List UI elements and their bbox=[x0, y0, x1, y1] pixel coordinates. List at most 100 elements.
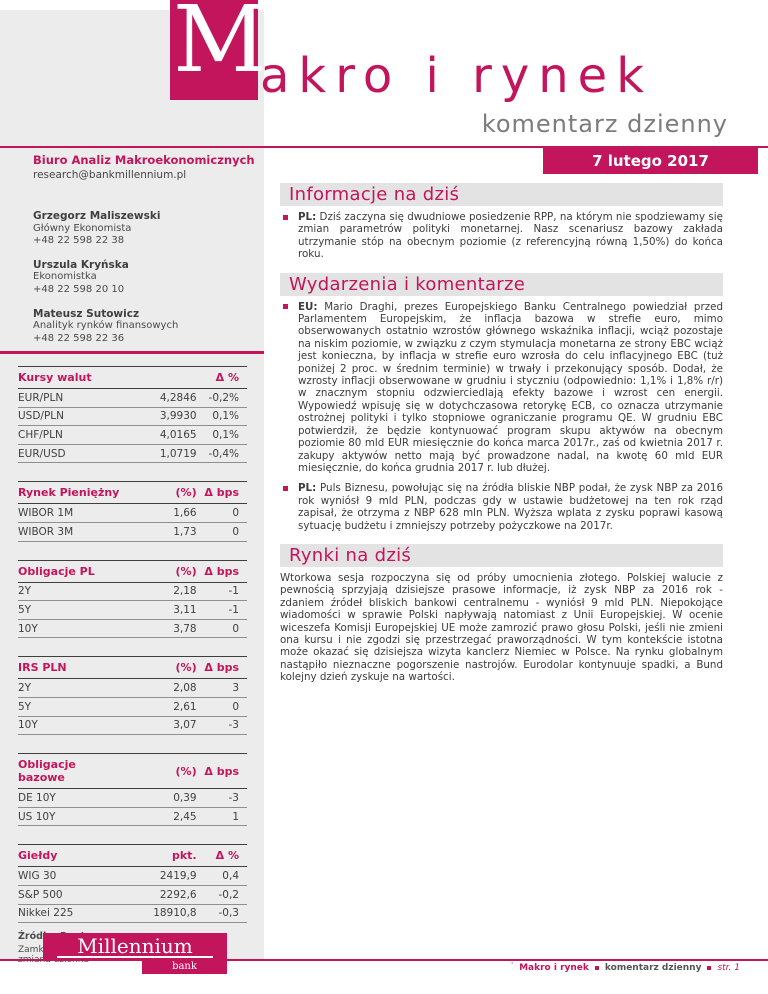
logo-m-letter-icon: M bbox=[173, 0, 268, 93]
markets-paragraph: Wtorkowa sesja rozpoczyna się od próby u… bbox=[280, 571, 723, 684]
table-row: WIBOR 3M 1,73 0 bbox=[18, 522, 247, 542]
bureau-email-link[interactable]: research@bankmillennium.pl bbox=[33, 169, 187, 181]
section-heading-wydarzenia: Wydarzenia i komentarze bbox=[280, 272, 723, 296]
market-tables: Kursy walut Δ % EUR/PLN 4,2846 -0,2% USD/P… bbox=[18, 366, 247, 965]
fx-rates-table: Kursy walut Δ % EUR/PLN 4,2846 -0,2% USD/P… bbox=[18, 366, 247, 464]
money-market-table: Rynek Pieniężny (%) Δ bps WIBOR 1M 1,66 0 … bbox=[18, 481, 247, 542]
table-header-row: Obligacje bazowe (%) Δ bps bbox=[18, 753, 247, 790]
table-header-row: Giełdy pkt. Δ % bbox=[18, 844, 247, 868]
bottom-divider bbox=[0, 959, 768, 961]
cell-delta: 0 bbox=[196, 619, 247, 639]
table-title: Kursy walut bbox=[18, 366, 122, 389]
cell-delta: -1 bbox=[196, 582, 247, 602]
table-row: 5Y 2,61 0 bbox=[18, 697, 247, 717]
contact-role: Główny Ekonomista bbox=[33, 222, 132, 234]
col-header: (%) bbox=[121, 559, 197, 583]
contact-phone: +48 22 598 20 10 bbox=[33, 283, 125, 295]
col-header: Δ % bbox=[196, 366, 247, 389]
cell-value: 3,78 bbox=[121, 619, 197, 639]
cell-delta: -0,2 bbox=[196, 885, 247, 905]
millennium-bank-strip: bank bbox=[142, 961, 227, 974]
contact-role: Analityk rynków finansowych bbox=[33, 320, 179, 332]
item-text: Puls Biznesu, powołując się na źródła bl… bbox=[298, 482, 723, 532]
bureau-title: Biuro Analiz Makroekonomicznych bbox=[33, 153, 255, 167]
item-text: Mario Draghi, prezes Europejskiego Banku… bbox=[298, 300, 723, 474]
cell-value: 1,73 bbox=[121, 522, 197, 542]
top-divider bbox=[0, 146, 768, 148]
table-header-row: Rynek Pieniężny (%) Δ bps bbox=[18, 481, 247, 505]
table-row: 10Y 3,78 0 bbox=[18, 619, 247, 639]
footer-brand: Makro i rynek bbox=[519, 963, 589, 973]
millennium-logo-underline bbox=[57, 956, 213, 958]
table-row: 2Y 2,18 -1 bbox=[18, 582, 247, 602]
cell-label: WIBOR 1M bbox=[18, 503, 122, 523]
col-header: pkt. bbox=[121, 844, 197, 868]
table-header-row: IRS PLN (%) Δ bps bbox=[18, 656, 247, 680]
masthead-subtitle: komentarz dzienny bbox=[481, 110, 728, 138]
cell-value: 1,66 bbox=[121, 503, 197, 523]
cell-value: 4,0165 bbox=[121, 425, 197, 445]
col-header: Δ bps bbox=[196, 753, 247, 790]
cell-label: 2Y bbox=[18, 678, 122, 698]
cell-label: WIBOR 3M bbox=[18, 522, 122, 542]
cell-delta: -0,3 bbox=[196, 904, 247, 924]
news-item: PL: Dziś zaczyna się dwudniowe posiedzen… bbox=[280, 211, 723, 261]
news-item: EU: Mario Draghi, prezes Europejskiego B… bbox=[280, 301, 723, 475]
contact-name: Grzegorz Maliszewski bbox=[33, 210, 161, 222]
millennium-logo-text: Millennium bbox=[77, 934, 193, 958]
contact-list: Grzegorz Maliszewski Główny Ekonomista +… bbox=[33, 210, 248, 356]
page-footer: ' Makro i rynek komentarz dzienny str. 1 bbox=[511, 961, 740, 973]
table-row: US 10Y 2,45 1 bbox=[18, 807, 247, 827]
masthead-logo-box: M bbox=[170, 0, 268, 100]
cell-delta: 0 bbox=[196, 503, 247, 523]
cell-value: 0,39 bbox=[121, 788, 197, 808]
col-header: Δ bps bbox=[196, 656, 247, 680]
cell-delta: -0,2% bbox=[196, 388, 247, 408]
cell-value: 1,0719 bbox=[121, 444, 197, 464]
col-header: (%) bbox=[121, 753, 197, 790]
bullet-square-icon bbox=[283, 485, 288, 491]
cell-label: US 10Y bbox=[18, 807, 122, 827]
col-header: Δ bps bbox=[196, 481, 247, 505]
table-row: 2Y 2,08 3 bbox=[18, 678, 247, 698]
cell-label: 10Y bbox=[18, 619, 122, 639]
pl-bonds-table: Obligacje PL (%) Δ bps 2Y 2,18 -1 5Y 3,11 -1… bbox=[18, 559, 247, 639]
cell-value: 2,61 bbox=[121, 697, 197, 717]
table-row: S&P 500 2292,6 -0,2 bbox=[18, 885, 247, 905]
cell-delta: -3 bbox=[196, 788, 247, 808]
cell-label: S&P 500 bbox=[18, 885, 122, 905]
sidebar-divider bbox=[0, 351, 264, 354]
cell-label: 10Y bbox=[18, 716, 122, 736]
bullet-square-icon bbox=[283, 214, 288, 220]
footer-middle: komentarz dzienny bbox=[604, 963, 702, 973]
footer-square-icon bbox=[594, 966, 599, 970]
cell-delta: -0,4% bbox=[196, 444, 247, 464]
cell-label: 2Y bbox=[18, 582, 122, 602]
cell-value: 18910,8 bbox=[121, 904, 197, 924]
col-header: (%) bbox=[121, 481, 197, 505]
contact-phone: +48 22 598 22 38 bbox=[33, 235, 125, 247]
cell-delta: 3 bbox=[196, 678, 247, 698]
cell-value: 4,2846 bbox=[121, 388, 197, 408]
cell-delta: 0,1% bbox=[196, 425, 247, 445]
cell-label: USD/PLN bbox=[18, 407, 122, 427]
item-lead: EU: bbox=[298, 300, 318, 313]
cell-delta: 0,4 bbox=[196, 866, 247, 886]
date-banner: 7 lutego 2017 bbox=[543, 148, 758, 174]
cell-delta: 1 bbox=[196, 807, 247, 827]
table-row: 10Y 3,07 -3 bbox=[18, 716, 247, 736]
contact-name: Urszula Kryńska bbox=[33, 258, 129, 271]
cell-delta: -3 bbox=[196, 716, 247, 736]
table-title: Rynek Pieniężny bbox=[18, 481, 122, 505]
table-header-row: Obligacje PL (%) Δ bps bbox=[18, 559, 247, 583]
section-heading-informacje: Informacje na dziś bbox=[280, 183, 723, 206]
table-row: WIG 30 2419,9 0,4 bbox=[18, 866, 247, 886]
main-content: Informacje na dziś PL: Dziś zaczyna się … bbox=[280, 183, 723, 684]
item-lead: PL: bbox=[298, 482, 317, 495]
table-row: WIBOR 1M 1,66 0 bbox=[18, 503, 247, 523]
table-title: IRS PLN bbox=[18, 656, 122, 680]
cell-value: 2,45 bbox=[121, 807, 197, 827]
cell-label: CHF/PLN bbox=[18, 425, 122, 445]
table-row: USD/PLN 3,9930 0,1% bbox=[18, 407, 247, 427]
